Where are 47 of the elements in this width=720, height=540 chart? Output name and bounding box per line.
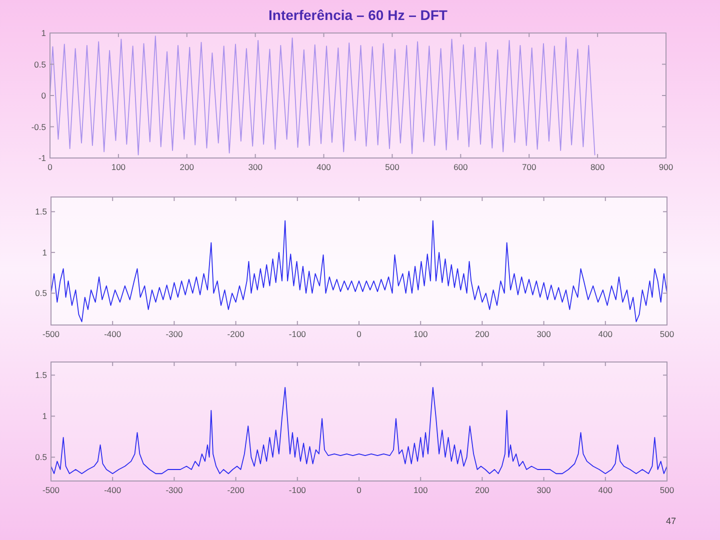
- x-tick-label: -500: [42, 485, 60, 495]
- line-series: [51, 386, 667, 474]
- y-tick-label: -1: [38, 153, 46, 163]
- x-tick-label: 500: [660, 485, 674, 495]
- y-tick-label: 0.5: [35, 288, 48, 298]
- x-tick-label: 100: [414, 329, 428, 339]
- x-tick-label: 900: [658, 162, 674, 172]
- x-tick-label: 300: [536, 329, 552, 339]
- x-tick-label: 0: [356, 485, 362, 495]
- line-series: [50, 36, 596, 156]
- x-tick-label: 200: [180, 162, 194, 172]
- x-tick-label: -400: [104, 329, 122, 339]
- y-tick-label: 0: [41, 90, 46, 100]
- y-tick-label: 1: [42, 247, 48, 258]
- y-tick-label: 1: [42, 411, 48, 422]
- x-tick-label: 200: [475, 485, 490, 495]
- chart-title: Interferência – 60 Hz – DFT: [268, 7, 448, 23]
- line-series: [51, 220, 667, 322]
- x-tick-label: -100: [288, 485, 306, 495]
- x-tick-label: 0: [356, 329, 362, 339]
- x-tick-label: 500: [385, 162, 400, 172]
- x-tick-label: 300: [536, 485, 552, 495]
- x-tick-label: -200: [227, 485, 245, 495]
- x-tick-label: 700: [522, 162, 536, 172]
- x-tick-label: -400: [104, 485, 122, 495]
- x-tick-label: -300: [166, 329, 183, 339]
- x-tick-label: 400: [316, 162, 332, 172]
- x-tick-label: 200: [475, 329, 490, 339]
- x-tick-label: -300: [166, 485, 183, 495]
- x-tick-label: 800: [590, 162, 605, 172]
- x-tick-label: 400: [598, 329, 613, 339]
- text: 47: [666, 516, 676, 526]
- y-tick-label: 1.5: [35, 370, 48, 380]
- y-tick-label: 0.5: [35, 452, 48, 462]
- y-tick-label: -0.5: [31, 122, 46, 132]
- y-tick-label: 1.5: [35, 206, 48, 217]
- y-tick-label: 0.5: [34, 59, 46, 70]
- x-tick-label: 100: [414, 485, 428, 495]
- x-tick-label: 600: [454, 162, 468, 172]
- x-tick-label: -500: [42, 329, 60, 339]
- x-tick-label: 400: [598, 485, 613, 495]
- x-tick-label: 300: [248, 162, 263, 172]
- x-tick-label: -100: [288, 329, 306, 339]
- x-tick-label: -200: [227, 329, 245, 339]
- y-tick-label: 1: [41, 28, 46, 38]
- x-tick-label: 500: [660, 329, 674, 339]
- x-tick-label: 100: [111, 162, 126, 172]
